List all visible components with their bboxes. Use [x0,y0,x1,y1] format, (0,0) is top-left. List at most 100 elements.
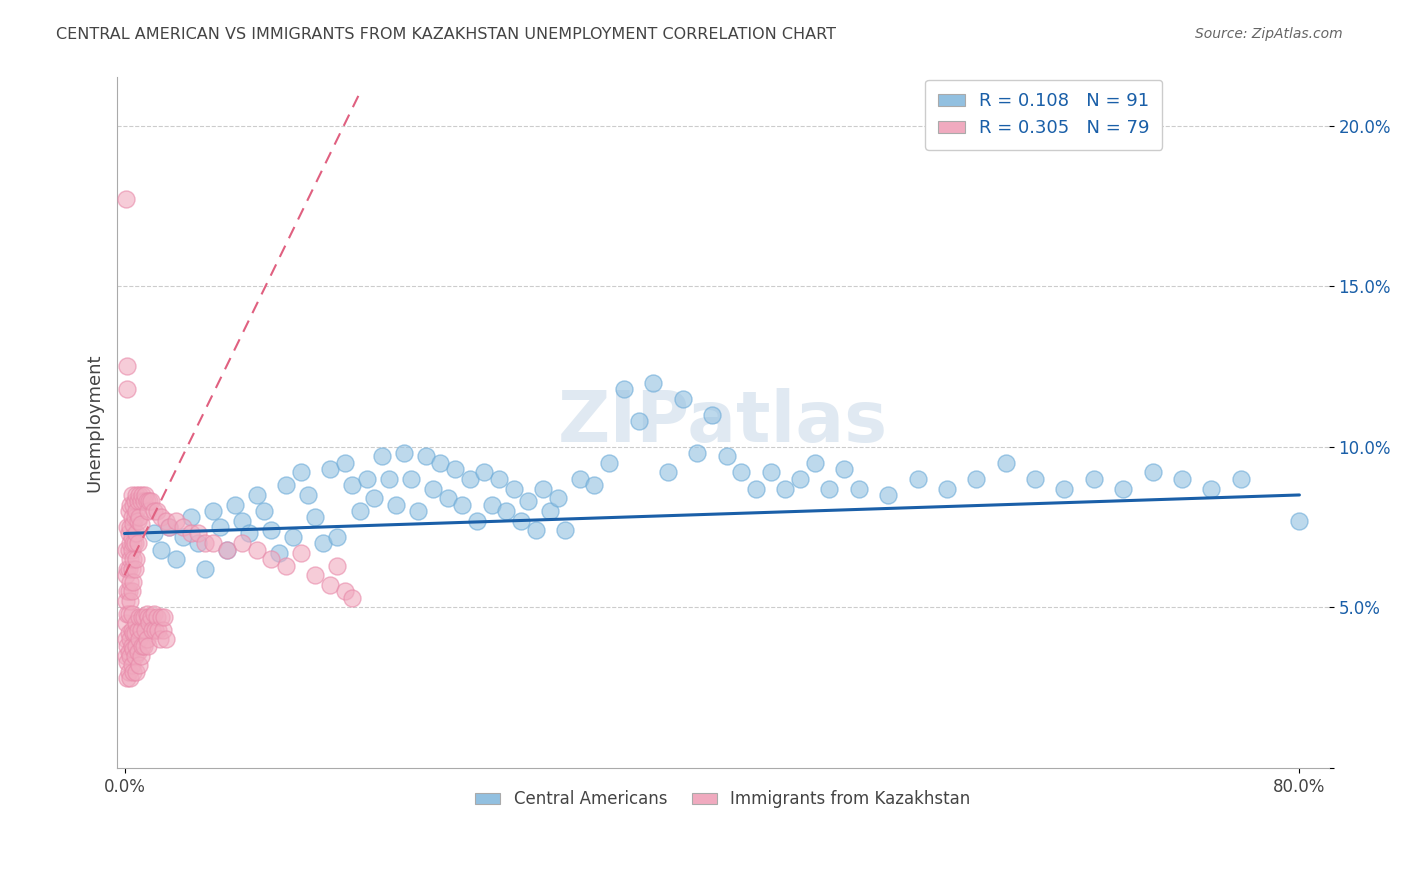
Point [172,520,194,534]
Point [965,472,987,486]
Point [217,542,239,557]
Point [131,639,153,653]
Point [118,526,141,541]
Point [297,488,319,502]
Point [127,514,149,528]
Point [122,498,145,512]
Point [415,450,437,464]
Point [146,504,169,518]
Point [333,584,356,599]
Point [340,591,363,605]
Point [524,523,547,537]
Point [127,623,149,637]
Point [201,536,224,550]
Point [1083,472,1105,486]
Point [187,536,209,550]
Point [115,594,138,608]
Point [134,488,156,502]
Point [444,462,467,476]
Point [122,552,145,566]
Point [510,514,533,528]
Point [117,655,139,669]
Point [716,450,738,464]
Point [124,626,146,640]
Point [120,594,142,608]
Point [125,639,148,653]
Point [356,472,378,486]
Point [139,610,162,624]
Point [129,494,152,508]
Point [554,523,576,537]
Point [138,494,160,508]
Point [127,536,149,550]
Legend: Central Americans, Immigrants from Kazakhstan: Central Americans, Immigrants from Kazak… [468,783,977,815]
Point [124,510,146,524]
Point [142,504,165,518]
Point [231,514,253,528]
Point [121,658,143,673]
Point [759,466,782,480]
Point [122,574,145,589]
Point [568,472,591,486]
Point [129,648,152,663]
Point [118,562,141,576]
Point [121,584,143,599]
Point [125,526,148,541]
Point [1024,472,1046,486]
Point [117,671,139,685]
Point [124,536,146,550]
Point [120,498,142,512]
Point [488,472,510,486]
Point [125,504,148,518]
Point [472,466,495,480]
Point [217,542,239,557]
Point [121,623,143,637]
Point [745,482,768,496]
Point [157,520,180,534]
Point [319,578,342,592]
Point [122,665,145,679]
Point [274,558,297,573]
Point [125,665,148,679]
Point [201,504,224,518]
Point [120,648,142,663]
Point [121,562,143,576]
Point [1053,482,1076,496]
Point [730,466,752,480]
Point [131,610,153,624]
Point [129,516,152,531]
Point [141,623,163,637]
Point [385,498,408,512]
Point [117,607,139,621]
Point [118,542,141,557]
Point [120,520,142,534]
Point [165,514,187,528]
Point [121,488,143,502]
Point [124,494,146,508]
Point [429,456,451,470]
Point [458,472,481,486]
Point [547,491,569,505]
Point [150,610,173,624]
Point [803,456,825,470]
Point [136,610,159,624]
Point [406,504,429,518]
Point [326,530,349,544]
Point [117,359,139,374]
Point [148,623,170,637]
Point [125,616,148,631]
Point [613,382,636,396]
Point [657,466,679,480]
Point [120,552,142,566]
Point [135,494,157,508]
Text: CENTRAL AMERICAN VS IMMIGRANTS FROM KAZAKHSTAN UNEMPLOYMENT CORRELATION CHART: CENTRAL AMERICAN VS IMMIGRANTS FROM KAZA… [56,27,837,42]
Point [155,514,177,528]
Point [700,408,723,422]
Point [122,626,145,640]
Point [333,456,356,470]
Point [267,546,290,560]
Point [290,466,312,480]
Point [392,446,415,460]
Point [832,462,855,476]
Point [128,510,150,524]
